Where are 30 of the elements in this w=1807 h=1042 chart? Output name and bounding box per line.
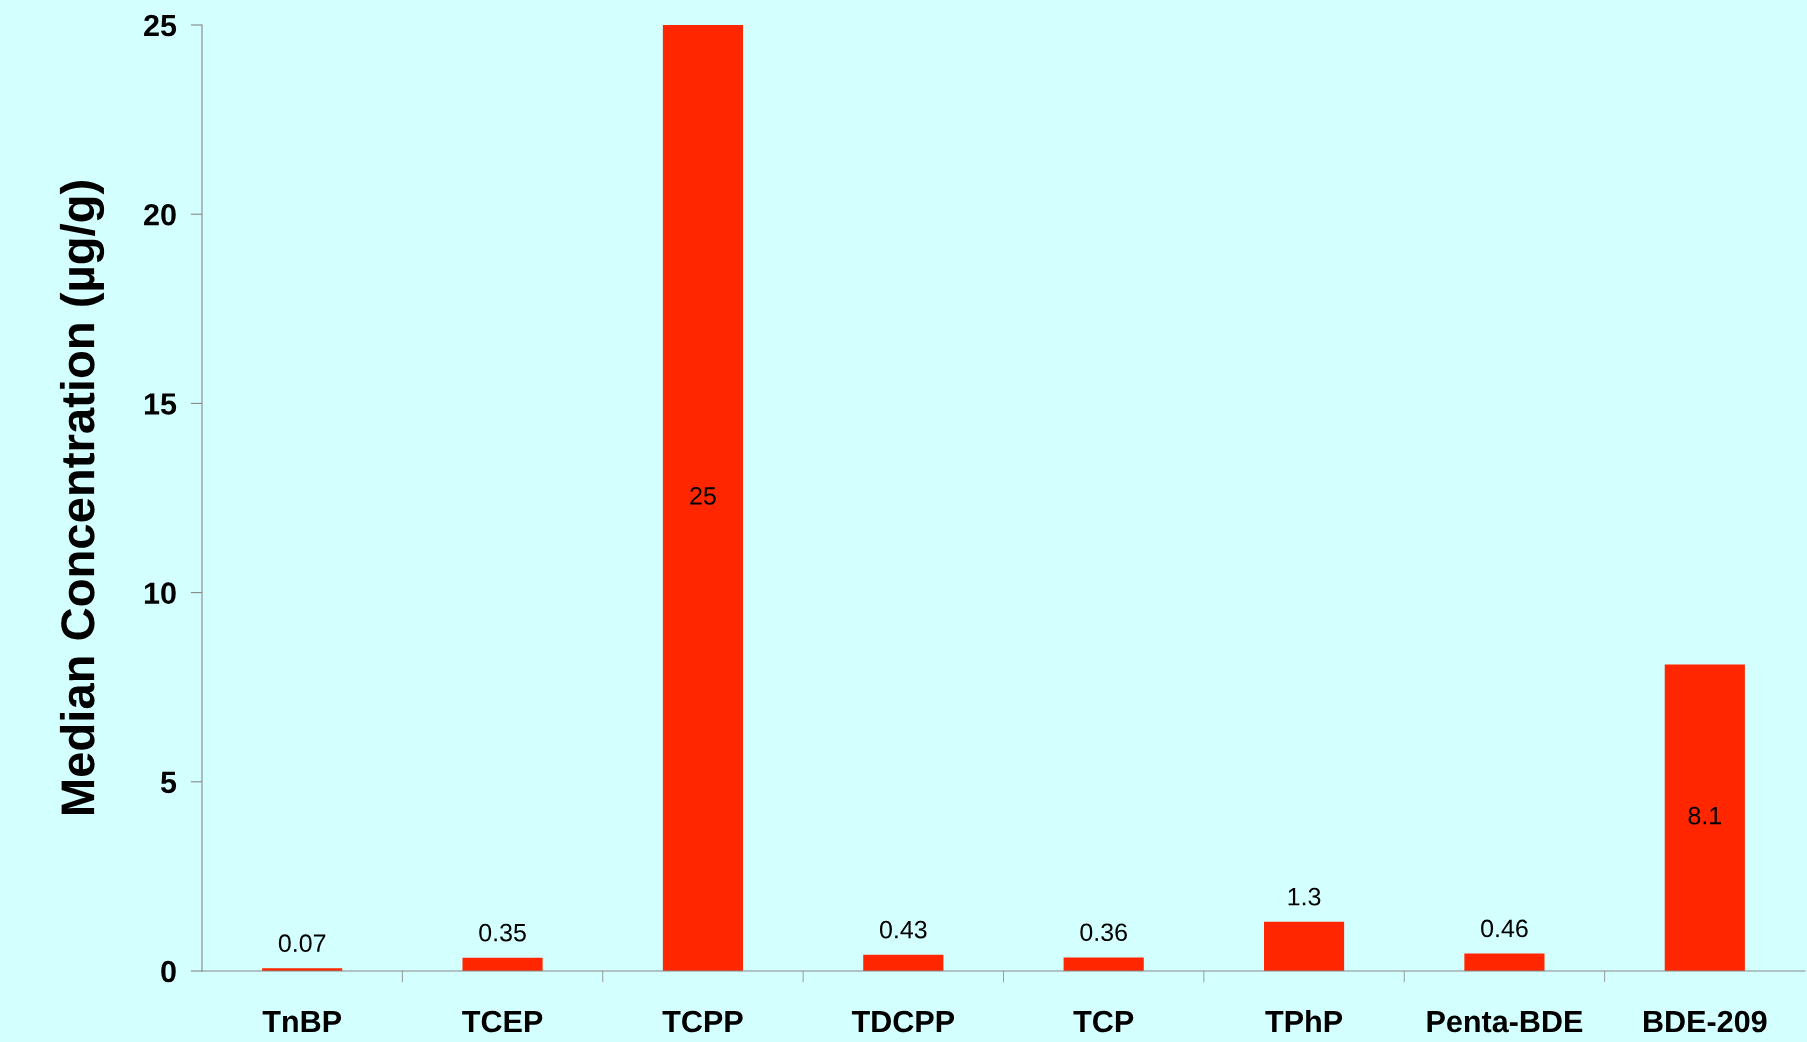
- data-label: 0.36: [1080, 923, 1127, 942]
- y-tick-label: 25: [144, 14, 177, 37]
- data-label: 25: [690, 487, 716, 505]
- bar: [863, 954, 944, 971]
- data-label: 8.1: [1688, 806, 1721, 825]
- data-label: 0.07: [278, 934, 326, 953]
- y-tick-label: 10: [144, 582, 176, 604]
- bar: [1664, 664, 1745, 971]
- y-tick-label: 0: [161, 960, 176, 983]
- y-axis-title: Median Concentration (µg/g): [59, 181, 105, 815]
- data-label: 0.46: [1481, 919, 1528, 938]
- bar: [462, 957, 543, 971]
- y-tick-label: 5: [160, 771, 177, 794]
- data-label: 0.43: [879, 920, 927, 939]
- data-label: 1.3: [1288, 887, 1321, 906]
- x-tick-label: TCP: [1073, 1010, 1134, 1033]
- x-tick-label: TCPP: [662, 1010, 743, 1033]
- x-tick-label: Penta-BDE: [1427, 1011, 1583, 1033]
- x-tick-label: BDE-209: [1644, 1010, 1767, 1033]
- y-tick-label: 15: [144, 393, 177, 415]
- x-tick-label: TCEP: [462, 1010, 543, 1033]
- bar: [1464, 953, 1545, 971]
- y-tick-label: 20: [144, 203, 176, 226]
- x-tick-label: TnBP: [262, 1011, 342, 1033]
- x-tick-label: TDCPP: [851, 1010, 955, 1033]
- bar: [1263, 921, 1345, 971]
- x-tick-label: TPhP: [1265, 1009, 1343, 1033]
- bar: [1063, 957, 1144, 971]
- bar: [662, 25, 744, 971]
- data-label: 0.35: [479, 923, 526, 942]
